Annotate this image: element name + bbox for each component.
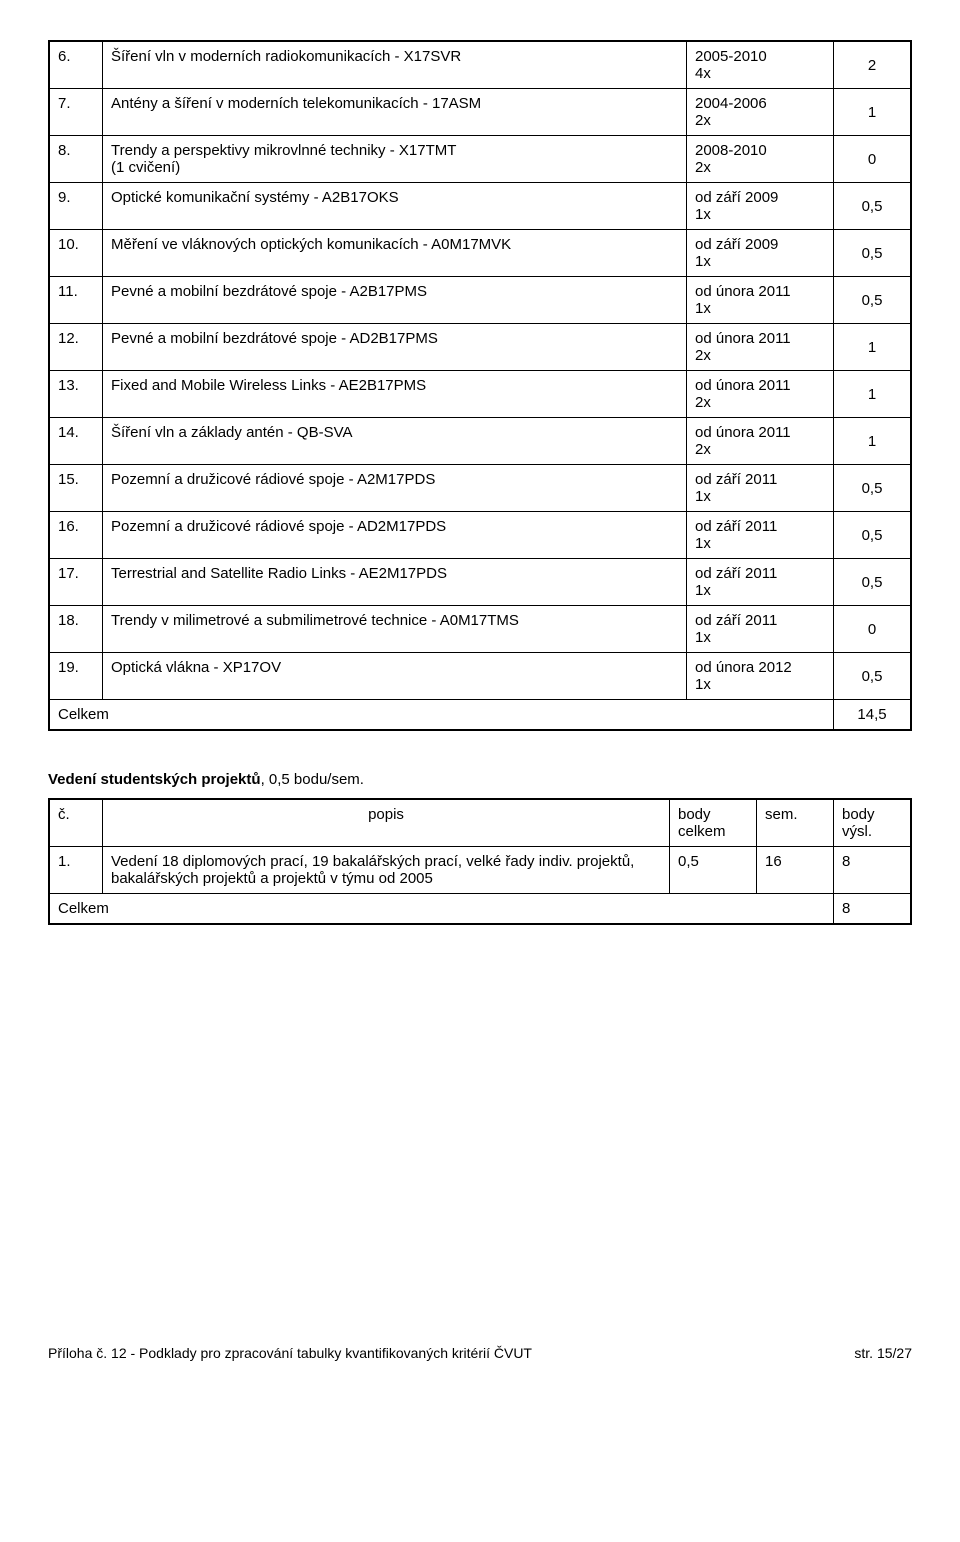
table-row: 14.Šíření vln a základy antén - QB-SVAod… (49, 418, 911, 465)
row-time: 2005-20104x (687, 41, 834, 89)
table-row: 8.Trendy a perspektivy mikrovlnné techni… (49, 136, 911, 183)
row-desc: Pevné a mobilní bezdrátové spoje - AD2B1… (103, 324, 687, 371)
row-number: 12. (49, 324, 103, 371)
col-num: č. (49, 799, 103, 847)
total-value: 8 (834, 894, 912, 925)
col-desc: popis (103, 799, 670, 847)
row-desc: Vedení 18 diplomových prací, 19 bakalářs… (103, 847, 670, 894)
footer-right: str. 15/27 (854, 1345, 912, 1361)
row-desc: Antény a šíření v moderních telekomunika… (103, 89, 687, 136)
table-row: 16.Pozemní a družicové rádiové spoje - A… (49, 512, 911, 559)
table-row: 12.Pevné a mobilní bezdrátové spoje - AD… (49, 324, 911, 371)
section-heading: Vedení studentských projektů, 0,5 bodu/s… (48, 771, 912, 788)
row-desc: Optická vlákna - XP17OV (103, 653, 687, 700)
row-number: 17. (49, 559, 103, 606)
row-desc: Trendy v milimetrové a submilimetrové te… (103, 606, 687, 653)
row-number: 13. (49, 371, 103, 418)
col-vysl: bodyvýsl. (834, 799, 912, 847)
total-row: Celkem8 (49, 894, 911, 925)
row-desc: Šíření vln a základy antén - QB-SVA (103, 418, 687, 465)
row-time: od září 20091x (687, 230, 834, 277)
row-score: 0,5 (834, 230, 912, 277)
table-row: 13.Fixed and Mobile Wireless Links - AE2… (49, 371, 911, 418)
table-row: 7.Antény a šíření v moderních telekomuni… (49, 89, 911, 136)
row-score: 0 (834, 606, 912, 653)
row-number: 18. (49, 606, 103, 653)
row-number: 11. (49, 277, 103, 324)
row-number: 7. (49, 89, 103, 136)
row-number: 19. (49, 653, 103, 700)
row-time: 2008-20102x (687, 136, 834, 183)
row-sem: 16 (757, 847, 834, 894)
row-score: 1 (834, 418, 912, 465)
row-score: 1 (834, 371, 912, 418)
row-time: od září 20091x (687, 183, 834, 230)
row-desc: Měření ve vláknových optických komunikac… (103, 230, 687, 277)
table-row: 17.Terrestrial and Satellite Radio Links… (49, 559, 911, 606)
table-row: 9.Optické komunikační systémy - A2B17OKS… (49, 183, 911, 230)
row-time: od září 20111x (687, 465, 834, 512)
row-desc: Pozemní a družicové rádiové spoje - AD2M… (103, 512, 687, 559)
row-time: 2004-20062x (687, 89, 834, 136)
row-body: 0,5 (670, 847, 757, 894)
row-number: 14. (49, 418, 103, 465)
table-row: 18.Trendy v milimetrové a submilimetrové… (49, 606, 911, 653)
total-label: Celkem (49, 700, 834, 731)
table-row: 1.Vedení 18 diplomových prací, 19 bakalá… (49, 847, 911, 894)
row-score: 1 (834, 89, 912, 136)
row-score: 0,5 (834, 183, 912, 230)
row-score: 2 (834, 41, 912, 89)
row-time: od února 20112x (687, 418, 834, 465)
row-desc: Pozemní a družicové rádiové spoje - A2M1… (103, 465, 687, 512)
row-number: 8. (49, 136, 103, 183)
row-number: 9. (49, 183, 103, 230)
row-desc: Trendy a perspektivy mikrovlnné techniky… (103, 136, 687, 183)
row-number: 15. (49, 465, 103, 512)
total-value: 14,5 (834, 700, 912, 731)
page-footer: Příloha č. 12 - Podklady pro zpracování … (48, 1345, 912, 1361)
table-row: 11.Pevné a mobilní bezdrátové spoje - A2… (49, 277, 911, 324)
heading-rest: , 0,5 bodu/sem. (261, 771, 364, 788)
row-score: 0,5 (834, 277, 912, 324)
row-number: 6. (49, 41, 103, 89)
table-row: 15.Pozemní a družicové rádiové spoje - A… (49, 465, 911, 512)
col-sem: sem. (757, 799, 834, 847)
row-score: 0,5 (834, 465, 912, 512)
col-body: bodycelkem (670, 799, 757, 847)
table-row: 19.Optická vlákna - XP17OVod února 20121… (49, 653, 911, 700)
row-desc: Šíření vln v moderních radiokomunikacích… (103, 41, 687, 89)
row-desc: Optické komunikační systémy - A2B17OKS (103, 183, 687, 230)
row-time: od února 20111x (687, 277, 834, 324)
row-score: 0,5 (834, 559, 912, 606)
row-time: od září 20111x (687, 512, 834, 559)
heading-strong: Vedení studentských projektů (48, 771, 261, 788)
row-desc: Fixed and Mobile Wireless Links - AE2B17… (103, 371, 687, 418)
row-number: 1. (49, 847, 103, 894)
projects-table: č.popisbodycelkemsem.bodyvýsl.1.Vedení 1… (48, 798, 912, 925)
total-row: Celkem14,5 (49, 700, 911, 731)
row-desc: Pevné a mobilní bezdrátové spoje - A2B17… (103, 277, 687, 324)
row-time: od února 20112x (687, 324, 834, 371)
table-row: 10.Měření ve vláknových optických komuni… (49, 230, 911, 277)
courses-table: 6.Šíření vln v moderních radiokomunikací… (48, 40, 912, 731)
row-vysl: 8 (834, 847, 912, 894)
row-number: 10. (49, 230, 103, 277)
footer-left: Příloha č. 12 - Podklady pro zpracování … (48, 1345, 532, 1361)
row-time: od září 20111x (687, 606, 834, 653)
row-number: 16. (49, 512, 103, 559)
row-time: od února 20121x (687, 653, 834, 700)
row-time: od září 20111x (687, 559, 834, 606)
table-row: 6.Šíření vln v moderních radiokomunikací… (49, 41, 911, 89)
header-row: č.popisbodycelkemsem.bodyvýsl. (49, 799, 911, 847)
row-score: 0,5 (834, 653, 912, 700)
row-score: 1 (834, 324, 912, 371)
total-label: Celkem (49, 894, 834, 925)
row-score: 0,5 (834, 512, 912, 559)
row-time: od února 20112x (687, 371, 834, 418)
row-desc: Terrestrial and Satellite Radio Links - … (103, 559, 687, 606)
row-score: 0 (834, 136, 912, 183)
